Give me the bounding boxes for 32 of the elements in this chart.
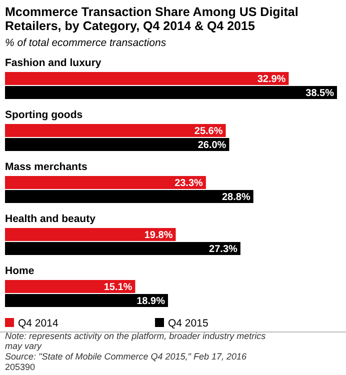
data-label: 27.3%: [209, 244, 238, 255]
text: 205390: [5, 362, 36, 372]
data-label: 18.9%: [136, 296, 166, 307]
data-label: 32.9%: [257, 74, 286, 85]
legend-label: Q4 2015: [168, 318, 208, 330]
y-tick-label: Home: [5, 265, 34, 277]
data-label: 23.3%: [174, 178, 204, 189]
text: Note: represents activity on the platform, broader industry metrics may vary: [5, 331, 266, 351]
bar: [5, 280, 136, 293]
chart-title: Mcommerce Transaction Share Among US Digital Retailers, by Category, Q4 2014 & Q4 2015: [5, 5, 298, 33]
y-tick-label: Mass merchants: [5, 161, 88, 173]
y-tick-label: Sporting goods: [5, 109, 83, 121]
bar: [5, 86, 337, 99]
bar: [5, 294, 168, 307]
data-label: 19.8%: [144, 230, 173, 241]
source-note: Source: "State of Mobile Commerce Q4 2015," Feb 17, 2016: [5, 352, 247, 362]
bar: [5, 242, 240, 255]
bar: [5, 190, 254, 203]
bar: [5, 176, 206, 189]
legend-label: Q4 2014: [18, 318, 58, 330]
bar: [5, 228, 176, 241]
data-label: 26.0%: [198, 140, 226, 151]
data-label: 15.1%: [104, 282, 132, 293]
chart-subtitle: % of total ecommerce transactions: [5, 37, 167, 49]
bar: [5, 72, 289, 85]
data-label: 38.5%: [306, 88, 334, 99]
data-label: 28.8%: [222, 192, 250, 203]
y-tick-label: Health and beauty: [5, 213, 96, 225]
y-tick-label: Fashion and luxury: [5, 57, 102, 69]
bar: [5, 138, 230, 151]
data-label: 25.6%: [194, 126, 223, 137]
bar: [5, 124, 226, 137]
